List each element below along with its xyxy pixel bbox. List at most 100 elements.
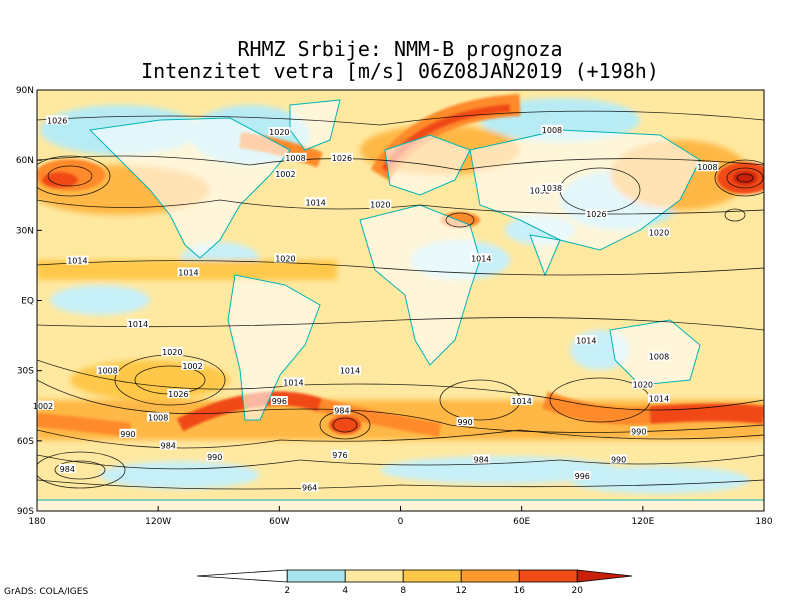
colorbar-swatch — [518, 569, 578, 583]
pressure-label: 1008 — [285, 154, 305, 163]
pressure-label-bg — [268, 127, 291, 137]
pressure-label-bg — [159, 440, 177, 450]
pressure-label-bg — [32, 400, 55, 410]
lon-tick-label: 180 — [28, 517, 45, 527]
pressure-label-bg — [369, 199, 392, 209]
pressure-label-bg — [647, 351, 670, 361]
pressure-label-bg — [96, 365, 119, 375]
pressure-label-bg — [647, 227, 670, 237]
pressure-label-bg — [126, 318, 149, 328]
lat-tick-label: 90S — [17, 507, 34, 517]
lon-tick-label: 120E — [631, 517, 654, 527]
pressure-label: 1014 — [283, 378, 303, 387]
colorbar-tick-label: 2 — [284, 586, 290, 596]
pressure-label-bg — [177, 267, 200, 277]
pressure-label: 1008 — [697, 163, 717, 172]
colorbar-tick-label: 20 — [571, 586, 583, 596]
pressure-label: 1008 — [649, 353, 669, 362]
pressure-label-bg — [575, 335, 598, 345]
lon-tick-label: 60W — [269, 517, 289, 527]
pressure-label: 1032 — [530, 187, 550, 196]
pressure-label: 990 — [631, 427, 646, 436]
pressure-label: 1020 — [649, 229, 669, 238]
pressure-label-bg — [147, 412, 170, 422]
pressure-label-bg — [333, 405, 351, 415]
pressure-label: 1014 — [649, 395, 669, 404]
lon-tick-label: 120W — [145, 517, 171, 527]
pressure-label: 1014 — [67, 257, 87, 266]
pressure-label-bg — [270, 396, 288, 406]
lat-tick-label: 90N — [16, 86, 34, 96]
colorbar-tick-label: 8 — [400, 586, 406, 596]
pressure-label: 1020 — [370, 201, 390, 210]
pressure-label-bg — [282, 377, 305, 387]
pressure-label-bg — [610, 454, 628, 464]
pressure-label-bg — [470, 253, 493, 263]
pressure-label: 1002 — [33, 402, 53, 411]
pressure-label: 1014 — [471, 254, 491, 263]
colorbar-swatch — [460, 569, 520, 583]
pressure-label-bg — [274, 169, 297, 179]
pressure-label: 1026 — [586, 210, 606, 219]
pressure-label: 996 — [575, 472, 590, 481]
wind-field — [37, 90, 764, 511]
lat-tick-label: 60S — [17, 437, 34, 447]
colorbar-swatch — [402, 569, 462, 583]
pressure-label: 1026 — [332, 154, 352, 163]
lat-tick-label: 30S — [17, 367, 34, 377]
pressure-label: 976 — [332, 451, 347, 460]
colorbar-swatch — [286, 569, 346, 583]
pressure-label-bg — [696, 162, 719, 172]
pressure-label-bg — [456, 417, 474, 427]
pressure-label-bg — [510, 396, 533, 406]
lon-tick-label: 60E — [513, 517, 530, 527]
pressure-label: 984 — [334, 406, 349, 415]
lat-tick-label: 30N — [16, 226, 34, 236]
pressure-label: 990 — [611, 456, 626, 465]
pressure-label-bg — [161, 346, 184, 356]
pressure-label: 1020 — [269, 128, 289, 137]
pressure-label: 1020 — [633, 381, 653, 390]
colorbar-low-arrow — [196, 569, 288, 583]
pressure-label: 1014 — [128, 320, 148, 329]
pressure-label-bg — [304, 197, 327, 207]
pressure-label: 990 — [207, 453, 222, 462]
pressure-label: 1008 — [542, 126, 562, 135]
pressure-label-bg — [274, 253, 297, 263]
pressure-label-bg — [585, 208, 608, 218]
pressure-label-bg — [472, 454, 490, 464]
pressure-label: 1014 — [576, 336, 596, 345]
pressure-label: 996 — [272, 397, 287, 406]
pressure-label-bg — [631, 379, 654, 389]
pressure-label-bg — [647, 393, 670, 403]
colorbar-tick-label: 4 — [342, 586, 348, 596]
pressure-label: 1008 — [148, 413, 168, 422]
pressure-label-bg — [301, 482, 319, 492]
pressure-label: 984 — [161, 442, 176, 451]
pressure-label-bg — [119, 428, 137, 438]
map-title-line-1: RHMZ Srbije: NMM-B prognoza — [237, 37, 563, 61]
pressure-label: 984 — [474, 456, 489, 465]
pressure-label-bg — [181, 360, 204, 370]
pressure-label: 990 — [120, 430, 135, 439]
pressure-label: 1026 — [47, 116, 67, 125]
pressure-label: 964 — [302, 484, 317, 493]
grads-credit: GrADS: COLA/IGES — [4, 587, 89, 597]
pressure-label-bg — [58, 463, 76, 473]
pressure-label: 1008 — [98, 367, 118, 376]
pressure-label-bg — [540, 124, 563, 134]
colorbar-tick-label: 16 — [513, 586, 525, 596]
pressure-label-bg — [528, 185, 551, 195]
pressure-label: 1002 — [275, 170, 295, 179]
lat-tick-label: EQ — [21, 297, 34, 307]
lat-tick-label: 60N — [16, 156, 34, 166]
map-title-line-2: Intenzitet vetra [m/s] 06Z08JAN2019 (+19… — [141, 59, 659, 83]
pressure-label: 1020 — [162, 348, 182, 357]
pressure-label-bg — [331, 449, 349, 459]
pressure-label-bg — [339, 365, 362, 375]
pressure-label: 1026 — [168, 390, 188, 399]
pressure-label: 984 — [60, 465, 75, 474]
pressure-label: 1002 — [182, 362, 202, 371]
